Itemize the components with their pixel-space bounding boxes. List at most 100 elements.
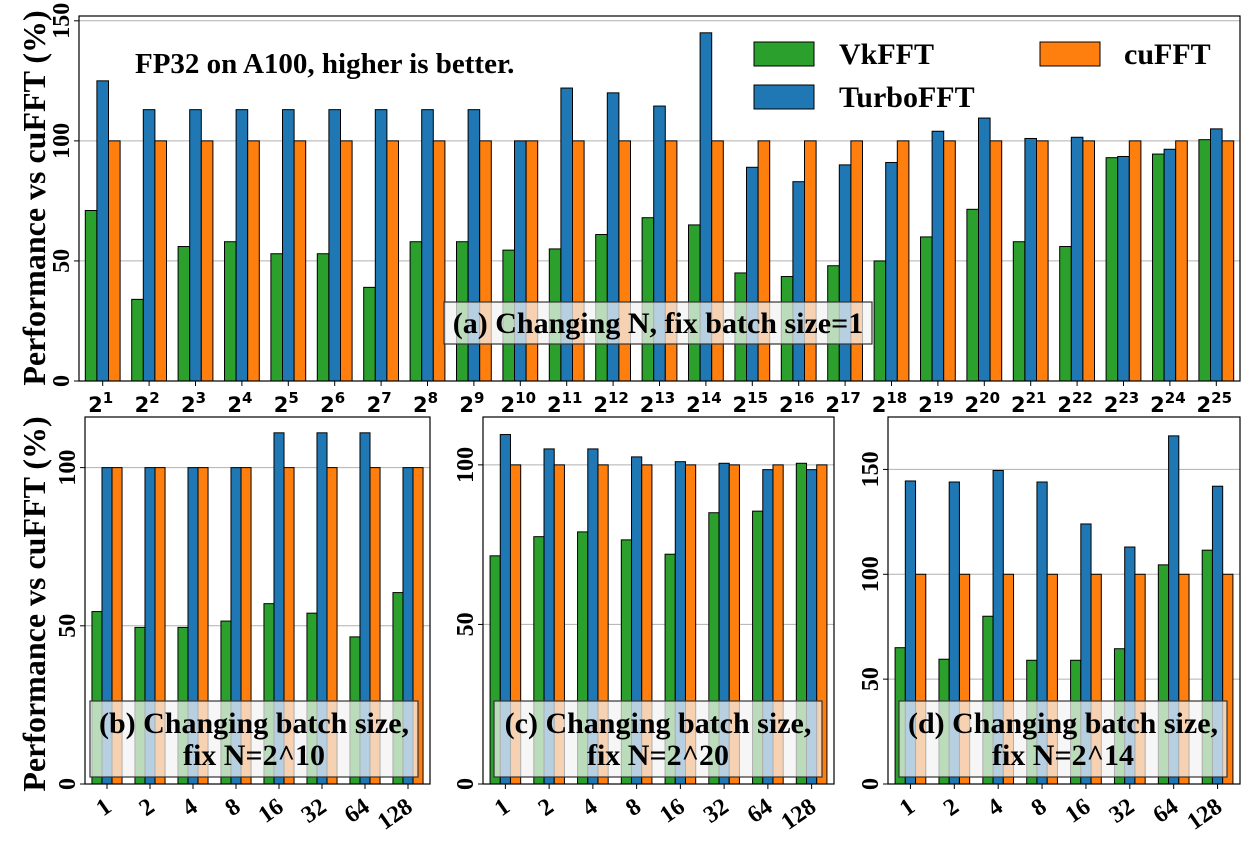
caption-text: (d) Changing batch size, (908, 707, 1218, 740)
x-tick-label: 210 (501, 389, 537, 417)
y-tick-label: 50 (453, 612, 479, 636)
bar-vkfft (1012, 241, 1026, 382)
bar-cufft (1082, 140, 1096, 382)
bar-turbofft (1163, 148, 1177, 382)
bar-turbofft (1117, 155, 1130, 382)
caption-text: fix N=2^14 (992, 739, 1134, 772)
bar-vkfft (920, 236, 933, 382)
x-tick-label: 32 (1105, 794, 1140, 829)
bar-vkfft (1152, 153, 1165, 382)
x-tick-label: 16 (1061, 794, 1096, 829)
x-tick-label: 32 (297, 794, 332, 829)
bar-cufft (572, 140, 585, 382)
bar-vkfft (409, 241, 423, 382)
legend-swatch-vkfft (753, 41, 815, 67)
panel-a: 0 50 100 150 21 22 23 24 25 26 27 28 29 210 211 212 213 2… (49, 3, 1241, 417)
x-tick-label: 16 (655, 794, 690, 829)
x-tick-label: 8 (1027, 794, 1052, 822)
x-tick-label: 213 (640, 389, 676, 417)
x-tick-label: 4 (578, 794, 603, 822)
bar-turbofft (792, 181, 806, 382)
bar-turbofft (838, 164, 852, 382)
axes-frame (84, 416, 431, 785)
bar-turbofft (421, 109, 434, 382)
bar-vkfft (1105, 157, 1119, 382)
y-axis-label-top: Performance vs cuFFT (%) (16, 10, 52, 385)
x-tick-label: 2 (939, 794, 964, 822)
bar-turbofft (328, 109, 341, 382)
axes-frame (482, 416, 835, 785)
bar-turbofft (1210, 128, 1223, 382)
bar-turbofft (374, 109, 388, 382)
x-tick-label: 1 (490, 794, 515, 822)
x-tick-label: 1 (895, 794, 920, 822)
y-tick-label: 0 (55, 778, 81, 790)
bar-cufft (154, 140, 167, 382)
x-tick-label: 64 (1149, 794, 1184, 829)
x-tick-label: 27 (367, 389, 392, 417)
bar-cufft (108, 140, 121, 382)
bar-cufft (850, 140, 864, 382)
x-tick-label: 215 (733, 389, 769, 417)
x-tick-label: 8 (621, 794, 646, 822)
bar-vkfft (131, 298, 144, 382)
legend-label-turbofft: TurboFFT (839, 81, 975, 114)
bar-turbofft (282, 109, 295, 382)
x-tick-label: 64 (340, 794, 375, 829)
x-tick-label: 221 (1011, 389, 1047, 417)
x-tick-label: 1 (92, 794, 117, 822)
x-tick-label: 8 (221, 794, 246, 822)
x-tick-label: 219 (918, 389, 954, 417)
bar-cufft (757, 140, 771, 382)
legend-label-vkfft: VkFFT (839, 38, 934, 71)
bar-cufft (525, 140, 539, 382)
axes-frame (887, 416, 1241, 785)
x-tick-label: 217 (825, 389, 861, 417)
x-tick-label: 214 (686, 389, 722, 417)
bar-vkfft (177, 246, 191, 382)
caption-box (493, 700, 823, 778)
bar-vkfft (873, 260, 887, 382)
x-tick-label: 26 (320, 389, 345, 417)
y-tick-label: 100 (49, 123, 75, 159)
x-tick-label: 2 (534, 794, 559, 822)
bar-turbofft (142, 109, 156, 382)
bar-cufft (247, 140, 260, 382)
bar-turbofft (96, 80, 110, 382)
bar-vkfft (224, 241, 237, 382)
bar-turbofft (746, 166, 759, 382)
x-tick-label: 220 (965, 389, 1001, 417)
x-tick-label: 223 (1104, 389, 1140, 417)
bar-cufft (943, 140, 956, 382)
x-tick-label: 2 (135, 794, 160, 822)
legend-label-cufft: cuFFT (1124, 38, 1211, 71)
x-tick-label: 224 (1150, 389, 1186, 417)
bar-cufft (293, 140, 307, 382)
y-tick-label: 50 (49, 249, 75, 273)
x-tick-label: 64 (743, 794, 778, 829)
bar-vkfft (316, 253, 330, 382)
bar-vkfft (1059, 246, 1072, 382)
axes-frame (78, 15, 1241, 382)
bar-cufft (618, 140, 632, 382)
x-tick-label: 128 (373, 794, 417, 836)
bar-cufft (1175, 140, 1188, 382)
y-tick-label: 50 (858, 667, 884, 691)
bar-turbofft (189, 109, 202, 382)
caption-text: fix N=2^20 (587, 739, 729, 772)
bar-cufft (804, 140, 817, 382)
panel-d: 0 50 100 150 1 2 4 8 16 32 64 128 (d) Changing batch… (858, 416, 1241, 836)
y-tick-label: 150 (858, 451, 884, 487)
x-tick-label: 22 (135, 389, 160, 417)
caption-box (898, 700, 1228, 778)
bar-vkfft (363, 286, 376, 382)
bar-cufft (711, 140, 724, 382)
caption-text: (b) Changing batch size, (99, 707, 409, 740)
legend-swatch-cufft (1039, 41, 1101, 67)
x-tick-label: 225 (1197, 389, 1233, 417)
y-tick-label: 0 (858, 778, 884, 790)
x-tick-label: 21 (88, 389, 113, 417)
y-tick-label: 50 (55, 614, 81, 638)
